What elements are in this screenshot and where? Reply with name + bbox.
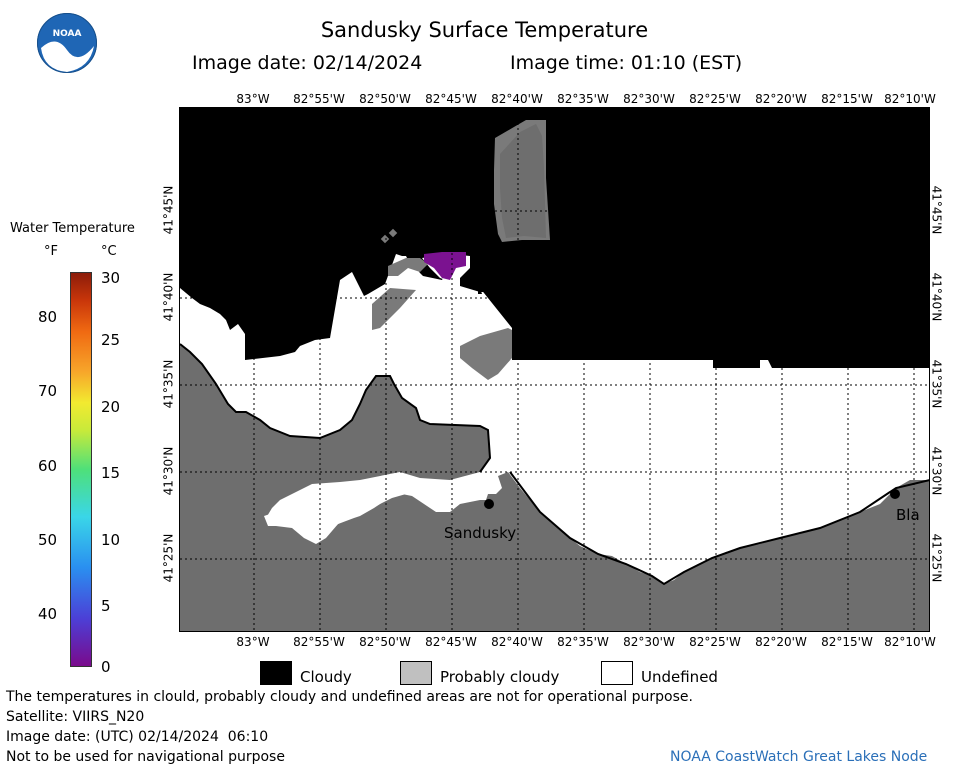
lon-label-bottom-1: 83°W <box>236 635 270 649</box>
colorbar-title: Water Temperature <box>10 221 135 236</box>
legend-swatch-cloudy <box>260 661 292 685</box>
image-time: Image time: 01:10 (EST) <box>510 52 743 74</box>
footer-credit: NOAA CoastWatch Great Lakes Node <box>670 749 928 765</box>
legend-label-undefined: Undefined <box>641 668 718 686</box>
c-tick-10: 10 <box>101 531 121 549</box>
colorbar-unit-f: °F <box>44 244 58 259</box>
lon-label-top-5: 82°40'W <box>491 92 543 106</box>
footer-note: The temperatures in clould, probably clo… <box>6 689 693 705</box>
c-tick-5: 5 <box>101 597 111 615</box>
image-date: Image date: 02/14/2024 <box>192 52 423 74</box>
colorbar-unit-c: °C <box>101 244 117 259</box>
lon-label-bottom-5: 82°40'W <box>491 635 543 649</box>
sandusky-marker <box>484 499 494 509</box>
lon-label-bottom-8: 82°25'W <box>689 635 741 649</box>
lat-label-left-5: 41°25'N <box>161 533 176 583</box>
footer-nav-warning: Not to be used for navigational purpose <box>6 749 285 765</box>
lon-label-bottom-10: 82°15'W <box>821 635 873 649</box>
lon-label-top-1: 83°W <box>236 92 270 106</box>
logo-text: NOAA <box>52 29 82 39</box>
lon-label-top-11: 82°10'W <box>884 92 936 106</box>
f-tick-40: 40 <box>38 605 58 623</box>
lon-label-bottom-6: 82°35'W <box>557 635 609 649</box>
legend-label-cloudy: Cloudy <box>300 668 352 686</box>
lat-label-left-1: 41°45'N <box>161 185 176 235</box>
prob-cloud-4 <box>460 328 512 380</box>
lon-label-bottom-7: 82°30'W <box>623 635 675 649</box>
lon-label-bottom-11: 82°10'W <box>884 635 936 649</box>
lon-label-bottom-4: 82°45'W <box>425 635 477 649</box>
legend-swatch-undefined <box>601 661 633 685</box>
lon-label-top-7: 82°30'W <box>623 92 675 106</box>
cloud-cover <box>180 108 930 368</box>
warm-water-spot <box>424 252 466 280</box>
lat-label-right-2: 41°40'N <box>929 272 944 322</box>
bay-marker <box>890 489 900 499</box>
footer-utc-date: Image date: (UTC) 02/14/2024 06:10 <box>6 729 269 745</box>
lat-label-right-5: 41°25'N <box>929 533 944 583</box>
map-svg <box>179 108 931 632</box>
lon-label-top-2: 82°55'W <box>293 92 345 106</box>
c-tick-25: 25 <box>101 331 121 349</box>
lat-label-left-4: 41°30'N <box>161 446 176 496</box>
legend-swatch-probably-cloudy <box>400 661 432 685</box>
lon-label-top-3: 82°50'W <box>359 92 411 106</box>
legend-label-probably-cloudy: Probably cloudy <box>440 668 560 686</box>
lat-label-right-1: 41°45'N <box>929 185 944 235</box>
lon-label-bottom-3: 82°50'W <box>359 635 411 649</box>
noaa-logo: NOAA <box>36 12 98 74</box>
f-tick-50: 50 <box>38 531 58 549</box>
lon-label-top-10: 82°15'W <box>821 92 873 106</box>
colorbar <box>70 272 92 667</box>
lat-label-right-4: 41°30'N <box>929 446 944 496</box>
map-area: Sandusky Bla <box>179 108 931 632</box>
lon-label-top-8: 82°25'W <box>689 92 741 106</box>
lon-label-bottom-9: 82°20'W <box>755 635 807 649</box>
label-sandusky: Sandusky <box>444 524 517 542</box>
lat-label-right-3: 41°35'N <box>929 359 944 409</box>
graticule <box>180 108 930 632</box>
lon-label-top-9: 82°20'W <box>755 92 807 106</box>
c-tick-0: 0 <box>101 658 111 676</box>
c-tick-15: 15 <box>101 464 121 482</box>
prob-cloud-2 <box>388 258 428 276</box>
lat-label-left-3: 41°35'N <box>161 359 176 409</box>
f-tick-70: 70 <box>38 382 58 400</box>
c-tick-30: 30 <box>101 269 121 287</box>
f-tick-80: 80 <box>38 308 58 326</box>
label-bay: Bla <box>896 506 920 524</box>
land-south-shore <box>180 344 930 632</box>
footer-satellite: Satellite: VIIRS_N20 <box>6 709 145 725</box>
lon-label-top-6: 82°35'W <box>557 92 609 106</box>
c-tick-20: 20 <box>101 398 121 416</box>
map-title: Sandusky Surface Temperature <box>320 18 649 42</box>
f-tick-60: 60 <box>38 457 58 475</box>
lat-label-left-2: 41°40'N <box>161 272 176 322</box>
lon-label-bottom-2: 82°55'W <box>293 635 345 649</box>
lon-label-top-4: 82°45'W <box>425 92 477 106</box>
